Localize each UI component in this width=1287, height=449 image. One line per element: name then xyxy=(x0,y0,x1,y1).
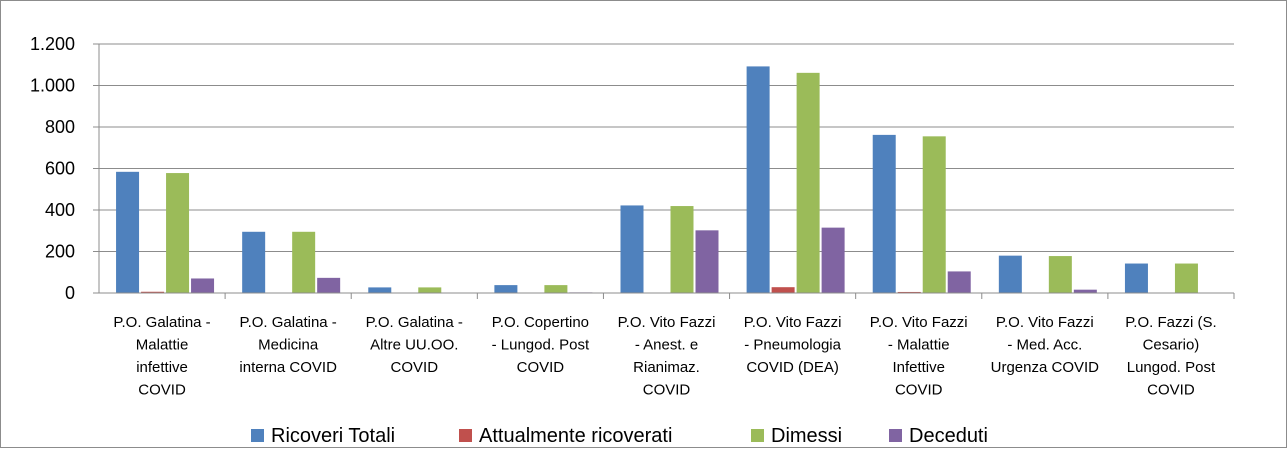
bar-deceduti xyxy=(317,277,341,293)
y-tick-label: 200 xyxy=(45,242,75,262)
bar-ricoveri-totali xyxy=(242,231,266,293)
bar-dimessi xyxy=(418,287,442,293)
bar-dimessi xyxy=(670,206,694,293)
bar-ricoveri-totali xyxy=(620,205,644,293)
legend-label: Deceduti xyxy=(909,425,988,447)
bar-ricoveri-totali xyxy=(116,171,140,293)
legend-swatch xyxy=(889,429,902,442)
x-category-label: P.O. Vito Fazzi - Anest. e Rianimaz. COVID xyxy=(618,314,716,399)
bar-attualmente-ricoverati xyxy=(771,287,795,293)
bar-dimessi xyxy=(1174,263,1198,293)
legend-label: Ricoveri Totali xyxy=(271,425,395,447)
bar-dimessi xyxy=(544,285,568,293)
bars xyxy=(116,66,1198,293)
x-axis-labels: P.O. Galatina -Malattie infettive COVID P.O… xyxy=(113,314,1216,399)
legend-label: Dimessi xyxy=(771,425,842,447)
x-category-label: P.O. Galatina -Malattie infettive COVID xyxy=(113,314,210,399)
legend-swatch xyxy=(751,429,764,442)
bar-dimessi xyxy=(292,231,316,293)
bar-dimessi xyxy=(922,136,946,293)
bar-dimessi xyxy=(796,72,820,293)
bar-dimessi xyxy=(1048,256,1072,293)
gridlines xyxy=(99,43,1234,252)
legend: Ricoveri Totali Attualmente ricoverati Dim… xyxy=(251,425,988,447)
bar-dimessi xyxy=(166,173,190,293)
y-axis-ticks: 0 200 400 600 800 1.000 1.200 xyxy=(30,34,75,303)
y-tick-label: 400 xyxy=(45,200,75,220)
axes xyxy=(93,43,1235,299)
bar-ricoveri-totali xyxy=(494,285,518,293)
x-category-label: P.O. Vito Fazzi - Malattie Infettive COVID xyxy=(870,314,968,399)
bar-deceduti xyxy=(821,227,845,293)
bar-deceduti xyxy=(695,230,719,293)
y-tick-label: 1.200 xyxy=(30,34,75,54)
legend-swatch xyxy=(459,429,472,442)
x-category-label: P.O. Galatina -Altre UU.OO. COVID xyxy=(366,314,463,376)
x-category-label: P.O. Vito Fazzi - Pneumologia COVID (DEA) xyxy=(744,314,842,376)
x-category-label: P.O. Fazzi (S. Cesario) Lungod. Post COVID xyxy=(1125,314,1216,399)
x-category-label: P.O. Galatina -Medicina interna COVID xyxy=(239,314,337,376)
x-category-label: P.O. Vito Fazzi - Med. Acc. Urgenza COVID xyxy=(991,314,1100,376)
y-tick-label: 800 xyxy=(45,117,75,137)
bar-ricoveri-totali xyxy=(998,255,1022,293)
bar-ricoveri-totali xyxy=(368,287,392,293)
bar-attualmente-ricoverati xyxy=(141,291,165,293)
bar-ricoveri-totali xyxy=(872,134,896,293)
bar-deceduti xyxy=(191,278,215,293)
y-tick-label: 0 xyxy=(65,283,75,303)
legend-swatch xyxy=(251,429,264,442)
legend-label: Attualmente ricoverati xyxy=(479,425,672,447)
y-tick-label: 600 xyxy=(45,159,75,179)
bar-deceduti xyxy=(947,271,971,293)
bar-deceduti xyxy=(1073,289,1097,293)
bar-ricoveri-totali xyxy=(746,66,770,293)
bar-attualmente-ricoverati xyxy=(897,291,921,293)
bar-ricoveri-totali xyxy=(1124,263,1148,293)
y-tick-label: 1.000 xyxy=(30,76,75,96)
x-category-label: P.O. Copertino - Lungod. Post COVID xyxy=(492,314,590,376)
